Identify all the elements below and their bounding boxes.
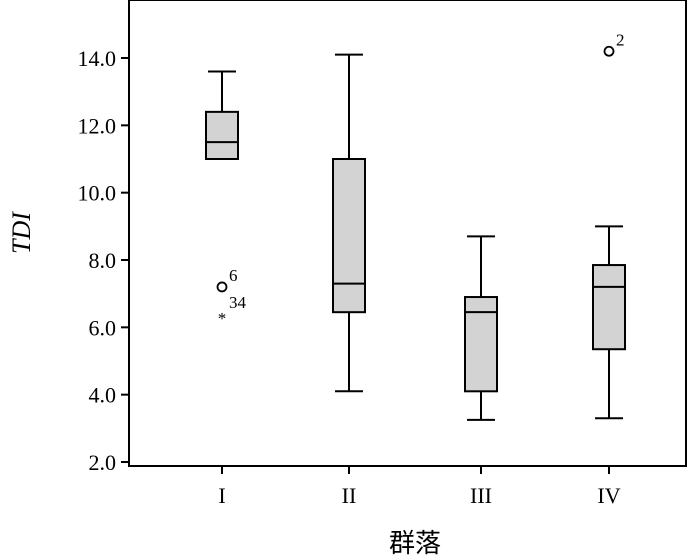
outliers: 6 *34 2 <box>216 30 625 328</box>
iqr-box <box>464 296 498 393</box>
y-tick-label-1: 4.0 <box>89 383 117 408</box>
x-category-label-0: I <box>218 483 225 508</box>
box-I <box>205 70 239 161</box>
y-tick-label-4: 10.0 <box>78 181 117 206</box>
plot-frame <box>128 0 687 467</box>
outlier-circle-marker <box>216 281 228 293</box>
x-axis: I II III IV <box>218 466 621 508</box>
y-tick-label-0: 2.0 <box>89 450 117 475</box>
x-category-label-3: IV <box>597 483 620 508</box>
y-tick-label-5: 12.0 <box>78 113 117 138</box>
y-tick-label-2: 6.0 <box>89 315 117 340</box>
iqr-box <box>592 264 626 351</box>
outlier-star-marker: * <box>218 309 227 328</box>
outlier-0: 6 <box>216 266 238 293</box>
outlier-label: 2 <box>616 30 625 49</box>
y-tick-label-6: 14.0 <box>78 46 117 71</box>
outlier-label: 34 <box>229 293 247 312</box>
box-III <box>464 235 498 421</box>
outlier-label: 6 <box>229 266 238 285</box>
x-category-label-1: II <box>342 483 357 508</box>
iqr-box <box>332 158 366 314</box>
y-tick-label-3: 8.0 <box>89 248 117 273</box>
boxes <box>205 53 626 421</box>
iqr-box <box>205 110 239 161</box>
box-II <box>332 53 366 393</box>
outlier-2: 2 <box>603 30 625 57</box>
x-category-label-2: III <box>470 483 492 508</box>
x-axis-label: 群落 <box>389 529 441 558</box>
outlier-circle-marker <box>603 45 615 57</box>
box-IV <box>592 225 626 420</box>
y-axis: 2.0 4.0 6.0 8.0 10.0 12.0 14.0 <box>78 46 129 475</box>
outlier-1: *34 <box>218 293 247 328</box>
y-axis-label: TDI <box>7 211 36 254</box>
